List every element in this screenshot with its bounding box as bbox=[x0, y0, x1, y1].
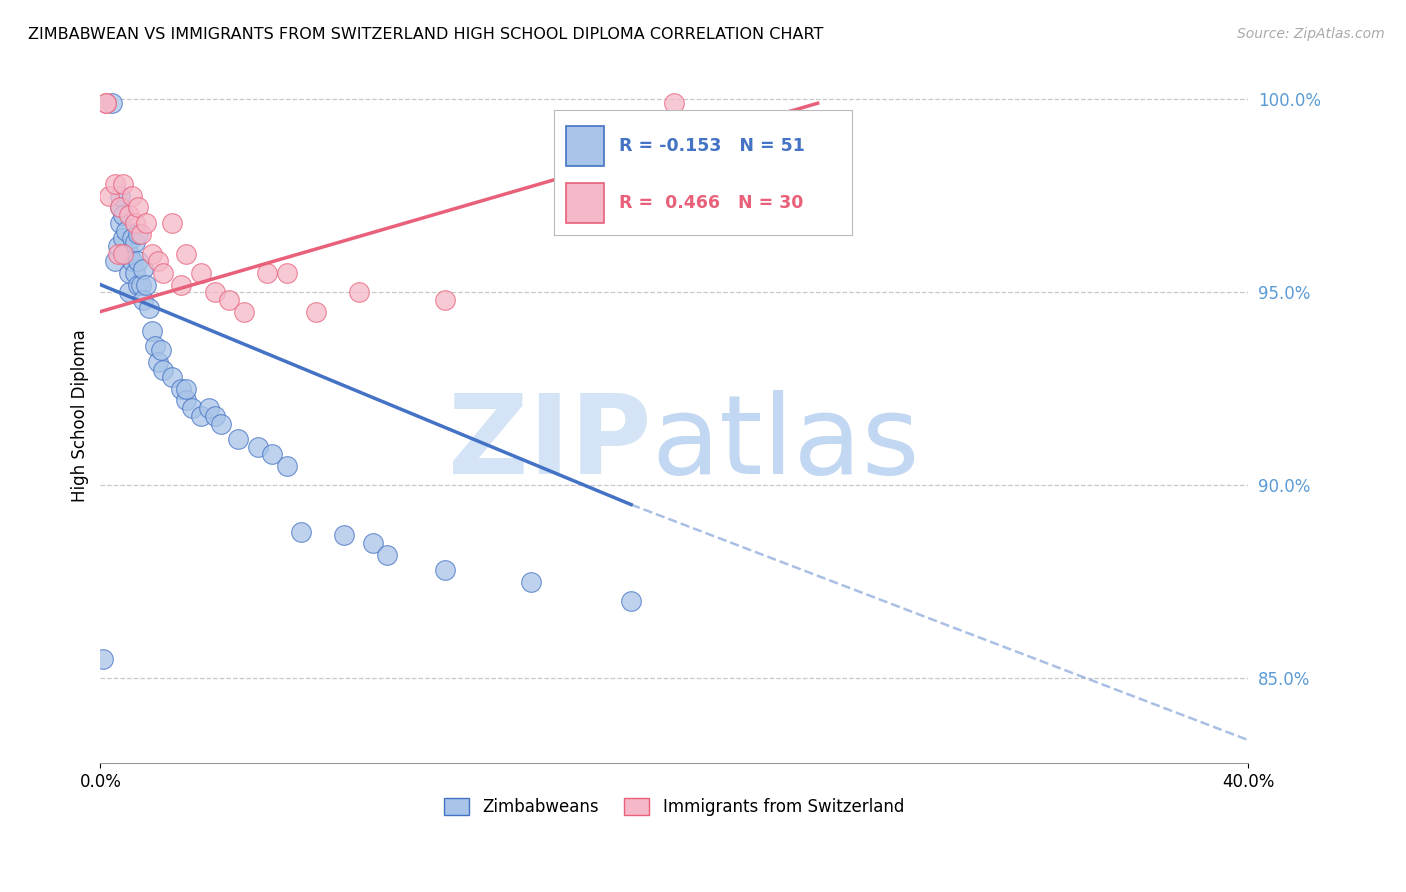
Text: Source: ZipAtlas.com: Source: ZipAtlas.com bbox=[1237, 27, 1385, 41]
Point bbox=[143, 339, 166, 353]
Point bbox=[127, 201, 149, 215]
Point bbox=[127, 227, 149, 242]
Point bbox=[110, 201, 132, 215]
Point bbox=[110, 201, 132, 215]
Point bbox=[132, 262, 155, 277]
Point bbox=[138, 301, 160, 315]
Point bbox=[124, 235, 146, 249]
Point bbox=[118, 285, 141, 300]
Point bbox=[127, 254, 149, 268]
Point bbox=[146, 254, 169, 268]
Point bbox=[107, 239, 129, 253]
Point bbox=[115, 224, 138, 238]
Point bbox=[176, 393, 198, 408]
Point bbox=[101, 96, 124, 111]
Point bbox=[152, 362, 174, 376]
Point bbox=[112, 231, 135, 245]
Point bbox=[152, 266, 174, 280]
Point bbox=[218, 293, 240, 307]
Point bbox=[135, 216, 157, 230]
Point bbox=[118, 266, 141, 280]
Point bbox=[190, 266, 212, 280]
Point bbox=[91, 652, 114, 666]
Point bbox=[146, 355, 169, 369]
Point bbox=[149, 343, 172, 358]
Point bbox=[247, 440, 270, 454]
Point bbox=[118, 246, 141, 260]
Point bbox=[127, 277, 149, 292]
Point bbox=[256, 266, 278, 280]
Y-axis label: High School Diploma: High School Diploma bbox=[72, 329, 89, 502]
Point bbox=[121, 231, 143, 245]
Point bbox=[620, 594, 643, 608]
Point bbox=[118, 208, 141, 222]
Point bbox=[112, 208, 135, 222]
Point bbox=[276, 266, 298, 280]
Point bbox=[333, 528, 356, 542]
Point bbox=[124, 266, 146, 280]
Point bbox=[170, 382, 193, 396]
Point bbox=[304, 304, 326, 318]
Point bbox=[433, 563, 456, 577]
Point bbox=[94, 96, 117, 111]
Text: ZIP: ZIP bbox=[449, 390, 651, 497]
Point bbox=[176, 382, 198, 396]
Point bbox=[262, 447, 284, 461]
Point bbox=[129, 227, 152, 242]
Text: atlas: atlas bbox=[651, 390, 920, 497]
Point bbox=[141, 324, 163, 338]
Point bbox=[112, 178, 135, 192]
Point bbox=[141, 246, 163, 260]
Point bbox=[160, 216, 183, 230]
Point bbox=[110, 189, 132, 203]
Point bbox=[433, 293, 456, 307]
Point bbox=[190, 409, 212, 423]
Point bbox=[104, 178, 127, 192]
Point bbox=[107, 246, 129, 260]
Point bbox=[347, 285, 370, 300]
Point bbox=[519, 574, 541, 589]
Point bbox=[97, 189, 120, 203]
Point bbox=[94, 96, 117, 111]
Point bbox=[176, 246, 198, 260]
Point bbox=[276, 458, 298, 473]
Point bbox=[375, 548, 398, 562]
Point bbox=[112, 246, 135, 260]
Point bbox=[110, 216, 132, 230]
Point bbox=[160, 370, 183, 384]
Point bbox=[198, 401, 221, 416]
Point bbox=[226, 432, 249, 446]
Point bbox=[124, 216, 146, 230]
Point bbox=[361, 536, 384, 550]
Point bbox=[104, 254, 127, 268]
Point bbox=[135, 277, 157, 292]
Point bbox=[129, 277, 152, 292]
Point bbox=[290, 524, 312, 539]
Point bbox=[132, 293, 155, 307]
Point bbox=[204, 285, 226, 300]
Point bbox=[662, 96, 685, 111]
Point bbox=[121, 189, 143, 203]
Point bbox=[170, 277, 193, 292]
Point bbox=[115, 246, 138, 260]
Point bbox=[204, 409, 226, 423]
Point bbox=[209, 417, 232, 431]
Text: ZIMBABWEAN VS IMMIGRANTS FROM SWITZERLAND HIGH SCHOOL DIPLOMA CORRELATION CHART: ZIMBABWEAN VS IMMIGRANTS FROM SWITZERLAN… bbox=[28, 27, 824, 42]
Point bbox=[232, 304, 254, 318]
Legend: Zimbabweans, Immigrants from Switzerland: Zimbabweans, Immigrants from Switzerland bbox=[436, 789, 912, 824]
Point bbox=[181, 401, 204, 416]
Point bbox=[121, 254, 143, 268]
